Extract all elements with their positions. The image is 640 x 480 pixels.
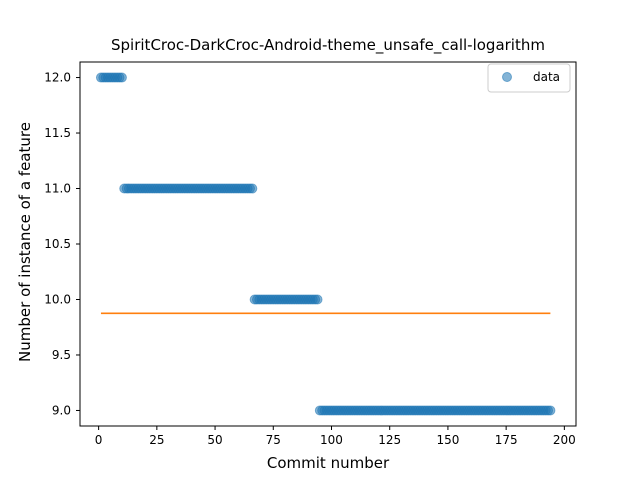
x-tick-label: 25 bbox=[149, 433, 164, 447]
x-tick-label: 150 bbox=[436, 433, 459, 447]
chart-title: SpiritCroc-DarkCroc-Android-theme_unsafe… bbox=[111, 36, 545, 55]
legend-box bbox=[487, 63, 571, 93]
legend: data bbox=[487, 63, 571, 93]
x-tick-label: 75 bbox=[266, 433, 281, 447]
x-tick-label: 0 bbox=[95, 433, 103, 447]
y-tick-label: 10.5 bbox=[44, 237, 71, 251]
x-tick-label: 125 bbox=[378, 433, 401, 447]
data-point bbox=[247, 183, 258, 194]
x-axis-label: Commit number bbox=[267, 454, 390, 472]
legend-label-data: data bbox=[533, 70, 560, 84]
y-tick-label: 9.0 bbox=[52, 403, 71, 417]
data-point bbox=[312, 294, 323, 305]
y-tick-label: 10.0 bbox=[44, 292, 71, 306]
y-tick-label: 9.5 bbox=[52, 348, 71, 362]
y-tick-label: 11.0 bbox=[44, 182, 71, 196]
x-tick-label: 100 bbox=[320, 433, 343, 447]
x-tick-label: 50 bbox=[207, 433, 222, 447]
scatter-points-layer bbox=[95, 72, 556, 416]
legend-marker-data bbox=[502, 72, 512, 82]
x-tick-label: 200 bbox=[553, 433, 576, 447]
y-axis-label: Number of instance of a feature bbox=[16, 122, 34, 362]
x-tick-label: 175 bbox=[495, 433, 518, 447]
y-axis-ticks: 9.0 9.5 10.0 10.5 11.0 11.5 12.0 bbox=[44, 71, 80, 417]
data-point bbox=[545, 405, 556, 416]
y-tick-label: 12.0 bbox=[44, 71, 71, 85]
data-point bbox=[116, 72, 127, 83]
y-tick-label: 11.5 bbox=[44, 126, 71, 140]
x-axis-ticks: 0 25 50 75 100 125 150 175 200 bbox=[95, 426, 576, 447]
